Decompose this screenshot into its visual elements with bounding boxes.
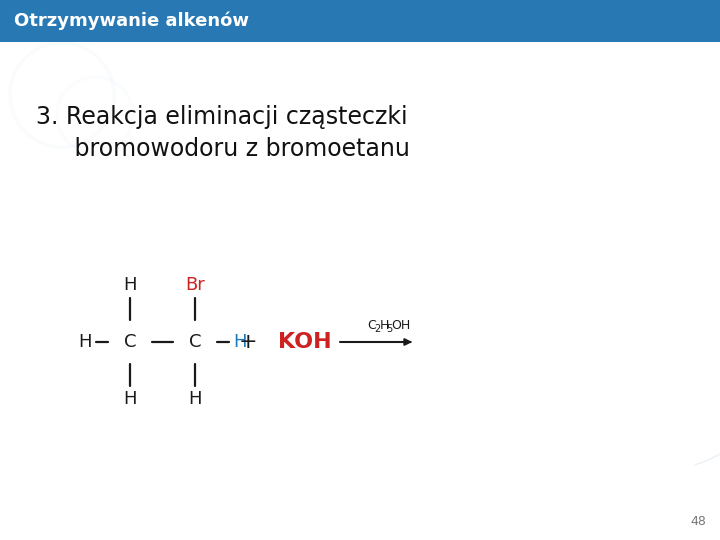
Text: H: H (379, 319, 389, 332)
Text: 48: 48 (690, 515, 706, 528)
Text: OH: OH (392, 319, 410, 332)
Text: C: C (189, 333, 202, 351)
Text: bromowodoru z bromoetanu: bromowodoru z bromoetanu (52, 137, 410, 161)
Text: 3. Reakcja eliminacji cząsteczki: 3. Reakcja eliminacji cząsteczki (36, 105, 408, 129)
Text: H: H (233, 333, 246, 351)
Text: Br: Br (185, 276, 205, 294)
Text: 5: 5 (387, 324, 392, 334)
Text: H: H (188, 390, 202, 408)
Text: H: H (123, 276, 137, 294)
Bar (0, 0, 720, 42)
Text: C: C (124, 333, 136, 351)
Text: +: + (239, 332, 257, 352)
Text: 2: 2 (374, 324, 381, 334)
Text: H: H (123, 390, 137, 408)
Text: KOH: KOH (278, 332, 332, 352)
Text: H: H (78, 333, 92, 351)
Text: Otrzymywanie alkenów: Otrzymywanie alkenów (14, 12, 249, 30)
Text: C: C (367, 319, 377, 332)
